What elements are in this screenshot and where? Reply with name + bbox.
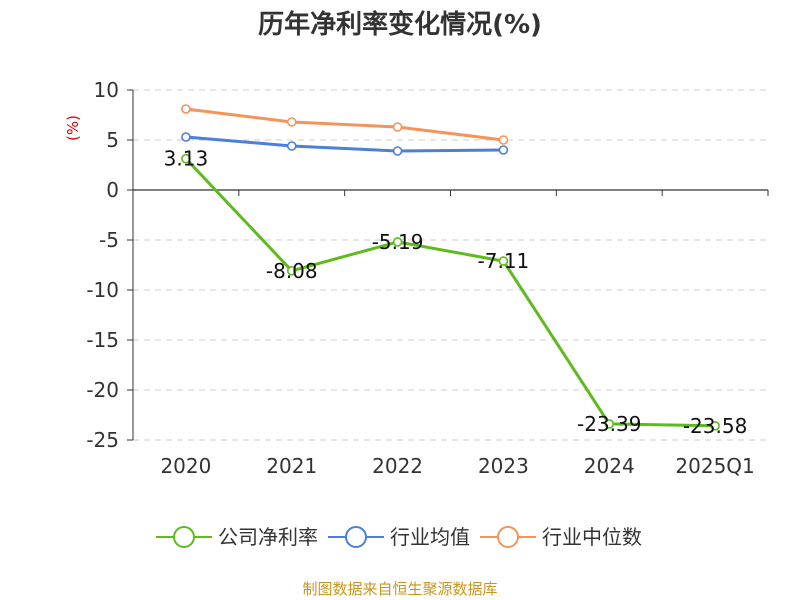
legend-marker	[345, 526, 367, 548]
data-point	[181, 153, 191, 164]
data-point	[392, 146, 403, 156]
x-tick-label: 2024	[584, 454, 635, 478]
series-line	[184, 107, 505, 142]
y-axis-unit-label: (%)	[64, 115, 82, 141]
data-label: -23.39	[577, 412, 641, 436]
legend-label: 行业中位数	[542, 525, 642, 549]
y-tick-label: 5	[106, 128, 119, 152]
data-label: 3.13	[164, 147, 209, 171]
data-point	[286, 265, 297, 276]
legend-label: 公司净利率	[218, 525, 318, 549]
legend: 公司净利率 行业均值 行业中位数	[156, 525, 642, 549]
legend-item: 行业中位数	[480, 525, 642, 549]
legend-item: 行业均值	[328, 525, 470, 549]
data-labels: 3.13 -8.08 -5.19 -7.11 -23.39 -23.58	[164, 147, 748, 438]
data-label: -5.19	[372, 230, 424, 254]
data-point	[710, 420, 720, 431]
data-point	[498, 256, 509, 266]
source-note: 制图数据来自恒生聚源数据库	[302, 580, 497, 598]
data-point	[498, 135, 509, 145]
y-tick-label: -5	[99, 228, 119, 252]
grid-lines	[133, 89, 768, 441]
legend-item: 公司净利率	[156, 525, 318, 549]
legend-label: 行业均值	[390, 525, 470, 549]
data-label: -23.58	[683, 414, 747, 438]
y-tick-label: -15	[86, 328, 119, 352]
series-line	[184, 135, 505, 153]
y-tick-label: -25	[86, 428, 119, 452]
x-tick-label: 2022	[372, 454, 423, 478]
y-tick-label: -20	[86, 378, 119, 402]
y-tick-label: 10	[94, 78, 119, 102]
x-tick-label: 2025Q1	[675, 454, 754, 478]
axes: 10 5 0 -5 -10 -15 -20 -25 2020 2021 2022 2023 2024 20…	[86, 78, 769, 478]
data-point	[604, 419, 615, 429]
y-tick-label: 0	[106, 178, 119, 202]
legend-marker	[173, 526, 195, 548]
x-tick-label: 2021	[266, 454, 317, 478]
data-point	[392, 237, 403, 247]
data-point	[498, 145, 509, 155]
series-lines	[181, 104, 720, 431]
data-point	[286, 117, 297, 127]
chart-title: 历年净利率变化情况(%)	[258, 9, 542, 40]
data-point	[181, 132, 191, 142]
series-line	[184, 157, 717, 428]
data-point	[286, 141, 297, 151]
data-label: -8.08	[266, 259, 318, 283]
data-label: -7.11	[478, 249, 530, 273]
y-tick-label: -10	[86, 278, 119, 302]
x-tick-label: 2023	[478, 454, 529, 478]
legend-marker	[497, 526, 519, 548]
data-point	[392, 122, 403, 132]
data-point	[181, 104, 191, 114]
x-tick-label: 2020	[160, 454, 211, 478]
